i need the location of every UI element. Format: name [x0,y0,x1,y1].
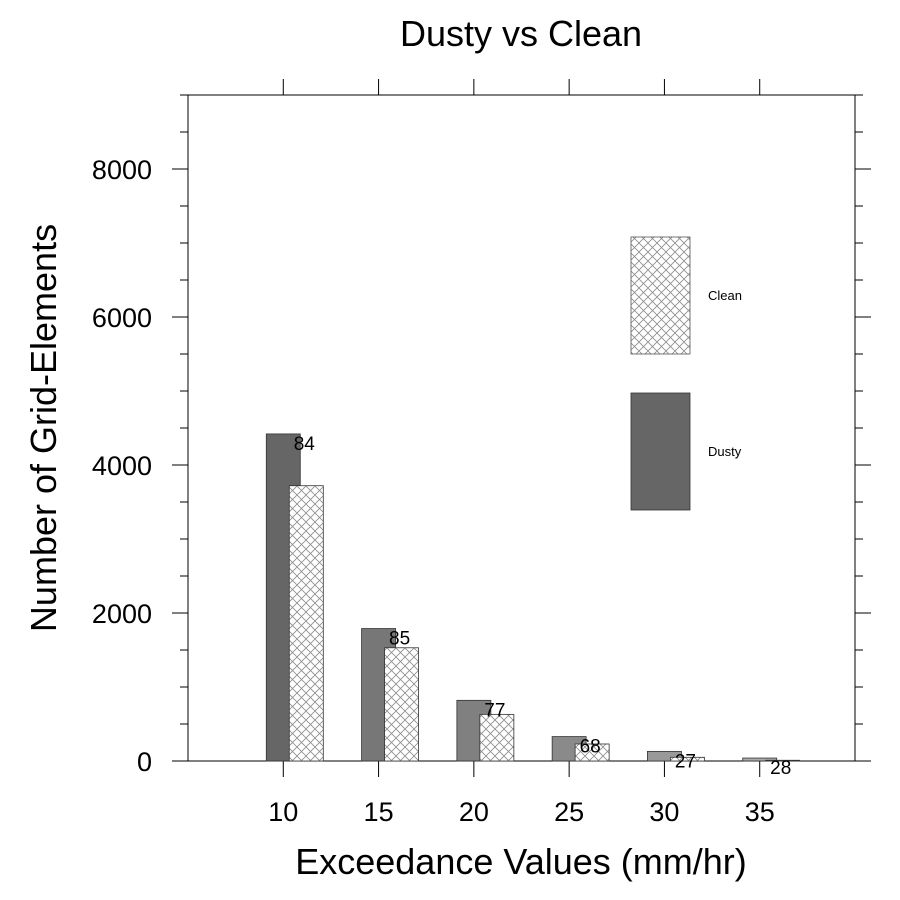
bar-annotation: 84 [294,434,316,455]
dusty-bar [742,757,778,762]
legend-clean-label: Clean [708,288,742,303]
y-axis-label: Number of Grid-Elements [23,224,64,632]
x-axis-label: Exceedance Values (mm/hr) [295,841,747,882]
y-tick-label: 4000 [92,451,152,481]
bar-annotation: 27 [675,751,696,772]
clean-bar [479,713,515,762]
x-tick-label: 30 [649,797,679,827]
clean-bar [384,647,419,762]
y-tick-label: 6000 [92,303,152,333]
plot-area: 0 2000 4000 6000 8000 10 15 20 25 30 35 84 85 77 68 27 2… [92,79,871,827]
legend-dusty-label: Dusty [708,444,742,459]
legend: Clean Dusty [630,236,742,511]
legend-clean-swatch [630,236,691,355]
clean-bar [670,756,705,762]
chart-title: Dusty vs Clean [400,13,642,54]
clean-bar [765,759,801,762]
bar-annotation: 68 [580,737,601,758]
clean-bar [574,743,610,762]
bar-annotation: 77 [484,700,505,721]
x-tick-label: 35 [745,797,775,827]
y-tick-label: 0 [137,747,152,777]
dusty-bar [647,750,682,762]
legend-dusty-swatch [630,392,691,511]
bar-annotation: 28 [770,758,791,779]
y-tick-label: 2000 [92,599,152,629]
y-tick-label: 8000 [92,155,152,185]
x-tick-label: 15 [364,797,394,827]
x-tick-label: 10 [268,797,298,827]
x-tick-label: 25 [554,797,584,827]
clean-bar [288,485,324,762]
bar-annotation: 85 [389,629,410,650]
x-tick-label: 20 [459,797,489,827]
